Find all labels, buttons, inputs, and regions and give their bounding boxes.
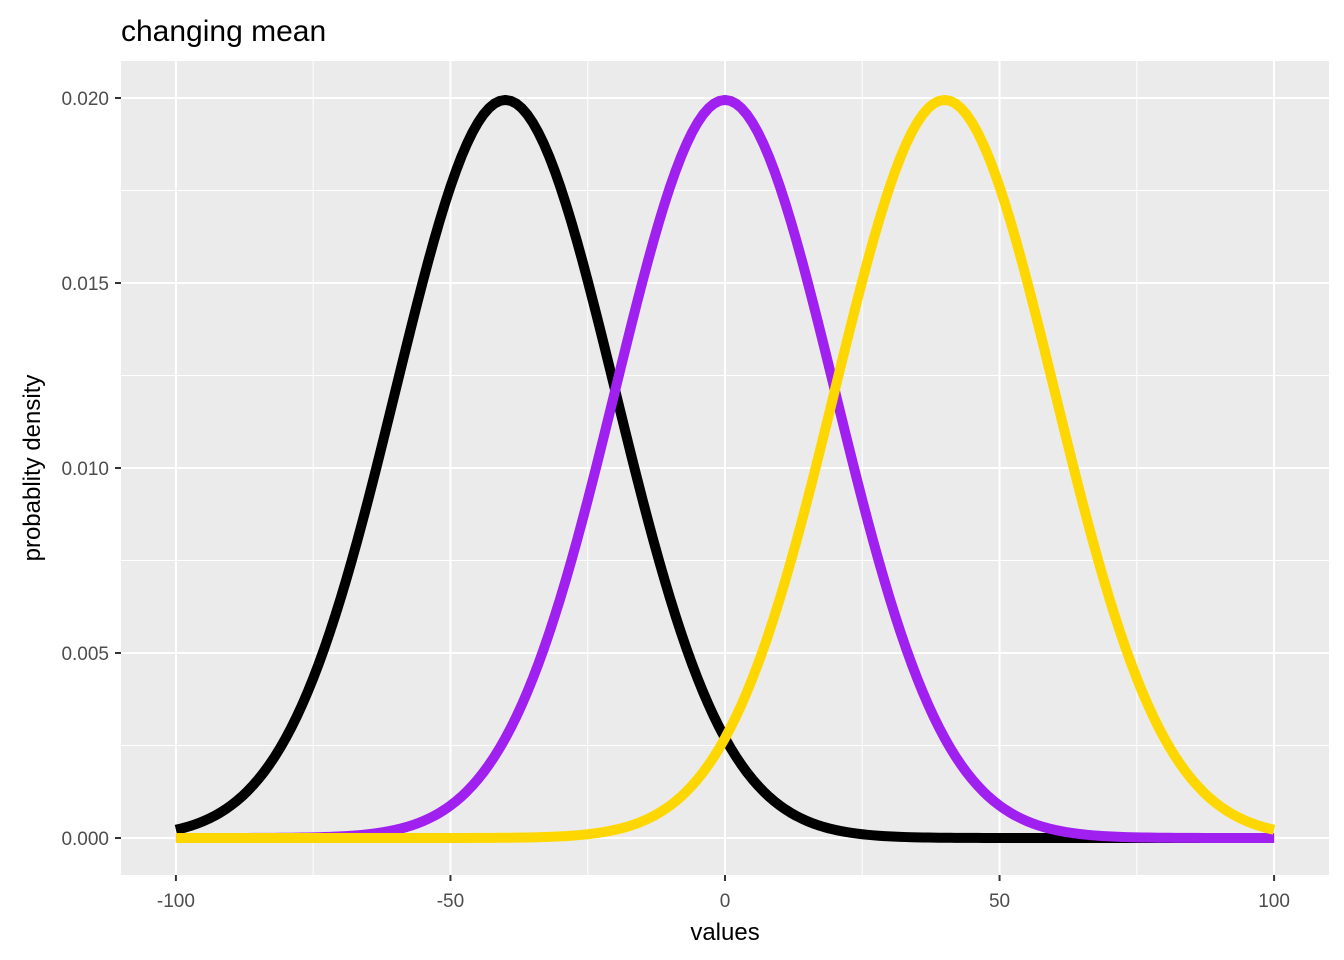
x-tick-label: 0 xyxy=(720,891,731,912)
x-axis-title: values xyxy=(690,919,759,946)
x-tick-label: -100 xyxy=(157,891,195,912)
y-tick-label: 0.000 xyxy=(61,829,109,850)
x-axis-ticks: -100 -50 0 50 100 xyxy=(157,875,1290,912)
y-tick-label: 0.020 xyxy=(61,89,109,110)
series-layer xyxy=(174,94,1276,843)
y-axis-title: probablity density xyxy=(19,375,46,562)
x-tick-label: -50 xyxy=(437,891,464,912)
x-tick-label: 100 xyxy=(1258,891,1290,912)
y-axis-ticks: 0.000 0.005 0.010 0.015 0.020 xyxy=(61,89,121,850)
density-curve-3 xyxy=(175,94,1276,843)
y-tick-label: 0.015 xyxy=(61,274,109,295)
chart-title: changing mean xyxy=(121,15,326,48)
x-tick-label: 50 xyxy=(989,891,1010,912)
y-tick-label: 0.010 xyxy=(61,459,109,480)
y-tick-label: 0.005 xyxy=(61,644,109,665)
